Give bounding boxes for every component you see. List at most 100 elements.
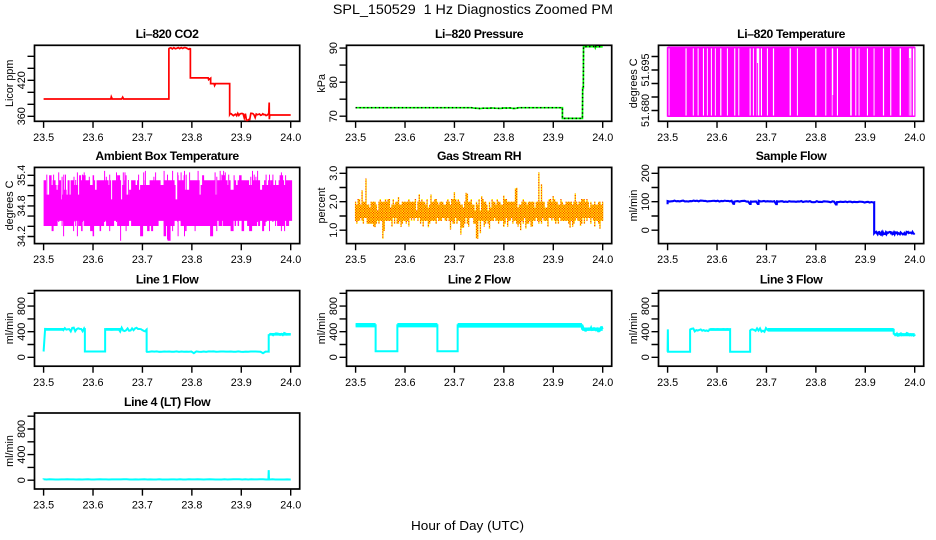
- svg-text:24.0: 24.0: [592, 254, 613, 266]
- svg-text:23.5: 23.5: [657, 377, 678, 389]
- svg-text:100: 100: [640, 193, 652, 211]
- svg-text:Gas Stream RH: Gas Stream RH: [437, 149, 521, 163]
- svg-text:ml/min: ml/min: [4, 313, 16, 345]
- svg-text:23.5: 23.5: [345, 377, 366, 389]
- svg-text:23.8: 23.8: [805, 132, 826, 144]
- svg-text:51.695: 51.695: [640, 53, 652, 86]
- svg-text:3.0: 3.0: [328, 166, 340, 181]
- svg-text:0: 0: [640, 354, 652, 360]
- svg-text:23.9: 23.9: [231, 132, 252, 144]
- svg-text:23.7: 23.7: [132, 132, 153, 144]
- svg-text:23.7: 23.7: [132, 377, 153, 389]
- svg-text:23.6: 23.6: [395, 254, 416, 266]
- svg-text:400: 400: [16, 323, 28, 341]
- svg-text:23.8: 23.8: [805, 377, 826, 389]
- svg-text:23.8: 23.8: [805, 254, 826, 266]
- svg-text:23.7: 23.7: [132, 500, 153, 512]
- svg-text:Li–820 Temperature: Li–820 Temperature: [737, 27, 846, 41]
- svg-text:23.8: 23.8: [493, 254, 514, 266]
- svg-text:24.0: 24.0: [592, 132, 613, 144]
- svg-text:ml/min: ml/min: [628, 190, 640, 222]
- svg-text:34.2: 34.2: [16, 226, 28, 247]
- svg-text:ml/min: ml/min: [316, 313, 328, 345]
- svg-text:24.0: 24.0: [904, 132, 925, 144]
- svg-text:23.9: 23.9: [855, 132, 876, 144]
- svg-text:23.7: 23.7: [756, 377, 777, 389]
- svg-text:2.0: 2.0: [328, 194, 340, 209]
- svg-text:1.0: 1.0: [328, 223, 340, 238]
- svg-text:degrees C: degrees C: [4, 180, 16, 230]
- svg-text:23.9: 23.9: [543, 254, 564, 266]
- svg-text:23.6: 23.6: [707, 254, 728, 266]
- svg-text:23.5: 23.5: [33, 132, 54, 144]
- svg-text:400: 400: [16, 446, 28, 464]
- svg-text:23.9: 23.9: [543, 377, 564, 389]
- svg-text:ml/min: ml/min: [628, 313, 640, 345]
- svg-text:80: 80: [328, 76, 340, 88]
- svg-text:420: 420: [16, 71, 28, 89]
- svg-text:23.7: 23.7: [756, 132, 777, 144]
- svg-text:23.6: 23.6: [707, 377, 728, 389]
- svg-text:23.6: 23.6: [83, 377, 104, 389]
- svg-text:23.7: 23.7: [444, 132, 465, 144]
- svg-text:24.0: 24.0: [280, 377, 301, 389]
- svg-text:34.8: 34.8: [16, 195, 28, 216]
- svg-text:23.6: 23.6: [395, 377, 416, 389]
- svg-text:24.0: 24.0: [280, 132, 301, 144]
- svg-text:70: 70: [328, 110, 340, 122]
- svg-text:0: 0: [640, 227, 652, 233]
- svg-text:Hour of Day (UTC): Hour of Day (UTC): [411, 518, 524, 533]
- svg-text:800: 800: [640, 297, 652, 315]
- svg-text:23.7: 23.7: [756, 254, 777, 266]
- svg-text:360: 360: [16, 107, 28, 125]
- svg-text:degrees C: degrees C: [628, 58, 640, 108]
- svg-text:ml/min: ml/min: [4, 435, 16, 467]
- svg-text:23.6: 23.6: [83, 132, 104, 144]
- svg-text:23.7: 23.7: [444, 254, 465, 266]
- svg-text:24.0: 24.0: [280, 500, 301, 512]
- svg-text:23.9: 23.9: [855, 377, 876, 389]
- svg-text:24.0: 24.0: [280, 254, 301, 266]
- svg-text:Ambient Box Temperature: Ambient Box Temperature: [95, 149, 239, 163]
- svg-text:200: 200: [640, 164, 652, 182]
- svg-text:24.0: 24.0: [592, 377, 613, 389]
- svg-text:400: 400: [640, 323, 652, 341]
- svg-text:400: 400: [328, 323, 340, 341]
- svg-text:90: 90: [328, 42, 340, 54]
- svg-text:23.8: 23.8: [181, 132, 202, 144]
- svg-text:51.680: 51.680: [640, 94, 652, 127]
- svg-text:23.5: 23.5: [345, 132, 366, 144]
- svg-text:23.5: 23.5: [33, 254, 54, 266]
- svg-text:23.6: 23.6: [707, 132, 728, 144]
- svg-text:23.6: 23.6: [83, 254, 104, 266]
- svg-text:Line 3 Flow: Line 3 Flow: [760, 272, 823, 286]
- svg-text:Line 2 Flow: Line 2 Flow: [448, 272, 511, 286]
- svg-text:23.9: 23.9: [543, 132, 564, 144]
- svg-text:800: 800: [16, 297, 28, 315]
- svg-text:Licor ppm: Licor ppm: [4, 60, 16, 107]
- svg-text:0: 0: [16, 477, 28, 483]
- svg-text:Sample Flow: Sample Flow: [756, 149, 828, 163]
- svg-text:23.7: 23.7: [132, 254, 153, 266]
- svg-text:23.9: 23.9: [231, 254, 252, 266]
- svg-text:23.9: 23.9: [855, 254, 876, 266]
- svg-text:24.0: 24.0: [904, 254, 925, 266]
- svg-text:Line 4 (LT) Flow: Line 4 (LT) Flow: [124, 395, 211, 409]
- svg-text:SPL_150529 1 Hz Diagnostics Z: SPL_150529 1 Hz Diagnostics Zoomed PM: [333, 2, 613, 17]
- svg-text:23.5: 23.5: [657, 254, 678, 266]
- svg-text:24.0: 24.0: [904, 377, 925, 389]
- svg-text:23.5: 23.5: [657, 132, 678, 144]
- svg-text:kPa: kPa: [316, 74, 328, 93]
- svg-text:23.6: 23.6: [83, 500, 104, 512]
- svg-text:percent: percent: [316, 187, 328, 223]
- svg-text:23.5: 23.5: [33, 377, 54, 389]
- svg-text:Line 1 Flow: Line 1 Flow: [136, 272, 199, 286]
- svg-text:23.5: 23.5: [345, 254, 366, 266]
- svg-text:800: 800: [16, 420, 28, 438]
- svg-text:23.7: 23.7: [444, 377, 465, 389]
- svg-text:23.8: 23.8: [181, 377, 202, 389]
- svg-text:23.6: 23.6: [395, 132, 416, 144]
- svg-text:23.8: 23.8: [493, 377, 514, 389]
- svg-text:Li–820 CO2: Li–820 CO2: [136, 27, 199, 41]
- svg-text:0: 0: [328, 354, 340, 360]
